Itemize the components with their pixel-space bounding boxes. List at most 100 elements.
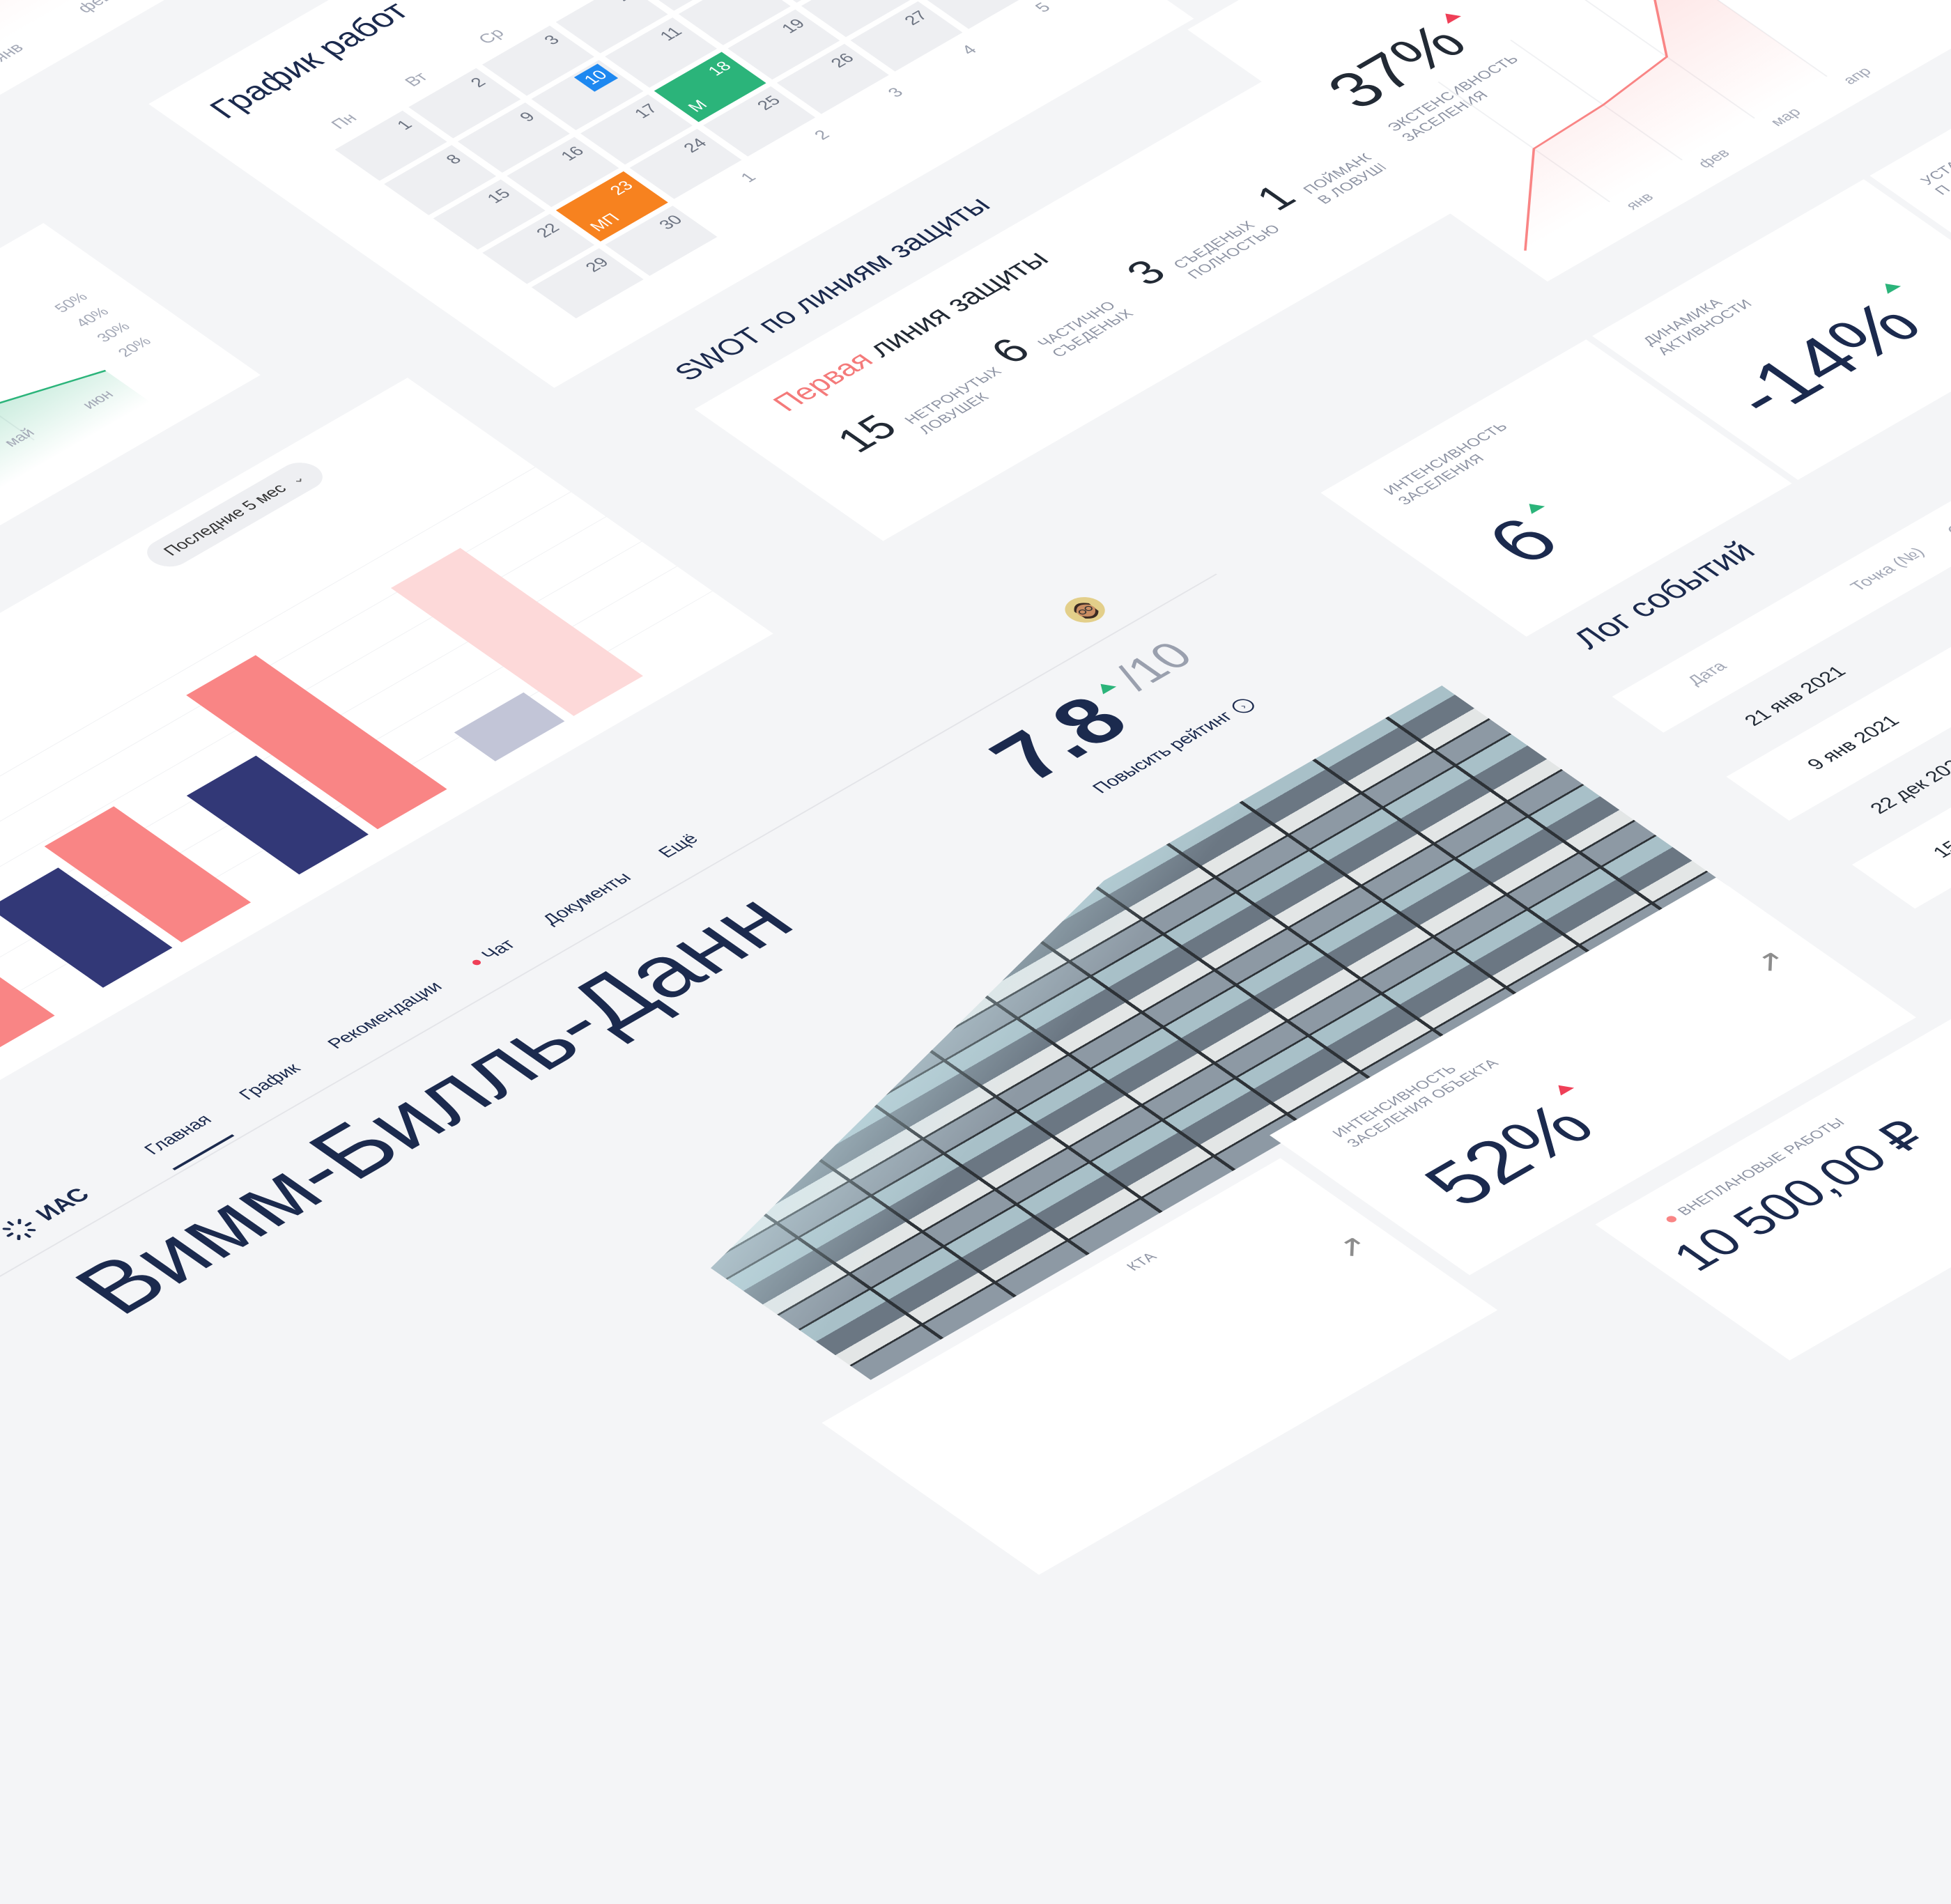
object-intensity-value: 52% [1405, 1090, 1612, 1219]
day-number: 2 [466, 75, 491, 91]
day-number: 11 [656, 24, 687, 44]
bar-chart-card: Последние 5 мес ⌄ [0, 378, 773, 1184]
nav-label: Документы [537, 869, 636, 928]
day-number: 24 [679, 135, 711, 156]
weekday-label: Чт [548, 0, 580, 5]
day-number: 12 [729, 0, 761, 2]
period-dropdown-label: Последние 5 мес [159, 481, 291, 559]
intensity-value: 6 [1467, 504, 1578, 577]
line-series [0, 369, 107, 502]
partial-kpi-label: Уста П [1917, 158, 1951, 198]
logo-text: ИАС [29, 1184, 95, 1225]
swot-line-highlight: Первая [765, 346, 880, 417]
day-number: 3 [884, 84, 908, 101]
left-bottom-label: КТА [1123, 1250, 1161, 1274]
chevron-right-circle-icon: › [1227, 696, 1258, 716]
day-number: 30 [655, 212, 687, 233]
x-tick-label: янв [1621, 190, 1657, 212]
day-number: 3 [540, 32, 564, 48]
x-tick-label: апр [1839, 64, 1875, 87]
day-number: 15 [483, 186, 515, 206]
trend-up-icon [1552, 1081, 1575, 1096]
day-number: 1 [392, 117, 417, 133]
day-number: 4 [614, 0, 638, 6]
line-series [1524, 0, 1668, 251]
header: ИАС Главная График Рекомендации Чат Доку… [0, 527, 1217, 1329]
day-number: 4 [957, 42, 982, 59]
stat-value: 15 [826, 408, 908, 460]
nav-label: Чат [476, 936, 520, 963]
day-number: 18 [704, 59, 736, 79]
trend-up-icon [1522, 500, 1545, 514]
arrow-up-right-icon[interactable]: ↗ [1743, 944, 1796, 979]
top-chart-month: янв [0, 40, 28, 65]
calendar-title: График работ [202, 0, 417, 125]
nav-item-recommendations[interactable]: Рекомендации [323, 978, 447, 1052]
period-dropdown[interactable]: Последние 5 мес ⌄ [138, 457, 332, 573]
day-number: 2 [810, 127, 834, 144]
column-header: Дата [1683, 658, 1732, 688]
column-header: Состояние [1943, 486, 1951, 539]
avatar-face-icon [1074, 603, 1099, 619]
extensivity-card: 37% Экстенсивность заселения янв фев мар апр [1187, 0, 1951, 282]
trend-up-icon [1093, 680, 1117, 695]
day-number: 27 [900, 8, 932, 29]
object-intensity-kpi: 52% [1405, 1081, 1629, 1219]
swot-stat: 6 Частично съеденых [980, 283, 1138, 378]
stat-value: 3 [1116, 252, 1177, 293]
green-chart-card: 50% 40% 30% 20% май июн [0, 223, 261, 689]
weekday-label: Ср [475, 25, 509, 47]
nav-item-more[interactable]: Ещё [654, 830, 703, 861]
trend-up-icon [1879, 279, 1902, 294]
nav-label: Ещё [653, 830, 703, 861]
x-tick-label: мар [1766, 105, 1805, 129]
nav-item-schedule[interactable]: График [234, 1060, 305, 1103]
avatar[interactable] [1056, 591, 1113, 628]
intensity-kpi: 6 [1467, 496, 1594, 577]
chevron-down-icon: ⌄ [286, 472, 309, 487]
nav-item-chat[interactable]: Чат [465, 936, 520, 970]
rating: 7.8 /10 [971, 634, 1231, 794]
logo-icon [2, 1218, 36, 1240]
day-number: 22 [532, 220, 564, 241]
nav-item-documents[interactable]: Документы [537, 869, 635, 928]
day-number: 29 [581, 254, 613, 275]
top-chart-month: фев [73, 0, 117, 16]
status-dot-icon [1664, 1214, 1679, 1224]
nav-label: График [233, 1060, 305, 1104]
arrow-up-right-icon[interactable]: ↗ [1324, 1229, 1378, 1264]
day-number: 19 [778, 16, 810, 36]
rating-max: /10 [1103, 634, 1205, 697]
today-badge: 10 [574, 63, 619, 92]
logo[interactable]: ИАС [0, 1183, 98, 1246]
day-number: 5 [1031, 0, 1055, 16]
intensity-label: Интенсивность заселения [1380, 419, 1526, 508]
unread-dot-icon [470, 958, 482, 966]
day-number: 8 [442, 151, 466, 167]
bar[interactable] [454, 692, 565, 761]
event-tag: М [684, 97, 712, 116]
weekday-label: Вт [401, 69, 433, 90]
stat-label: Частично съеденых [1034, 297, 1138, 360]
day-number: 16 [557, 144, 589, 164]
line-area [1525, 0, 1827, 251]
nav-item-home[interactable]: Главная [139, 1111, 235, 1170]
day-number: 23 [606, 178, 638, 199]
day-number: 9 [516, 109, 539, 125]
weekday-label: Пн [327, 110, 362, 132]
day-number: 17 [630, 101, 663, 121]
day-number: 26 [826, 50, 858, 71]
bar[interactable] [390, 548, 643, 716]
line-area [0, 370, 151, 502]
nav-label: Рекомендации [322, 977, 447, 1052]
stat-value: 1 [1246, 178, 1306, 218]
green-line-chart [0, 364, 151, 502]
stat-label: Нетронутых ловушек [901, 364, 1021, 437]
swot-stat: 3 Съеденых полностью [1116, 199, 1284, 300]
day-number: 25 [753, 93, 785, 114]
day-number: 1 [737, 169, 761, 186]
event-tag: МП [585, 210, 624, 235]
date-cell: 15 [1928, 837, 1951, 861]
dynamics-label: Динамика активности [1640, 287, 1757, 358]
